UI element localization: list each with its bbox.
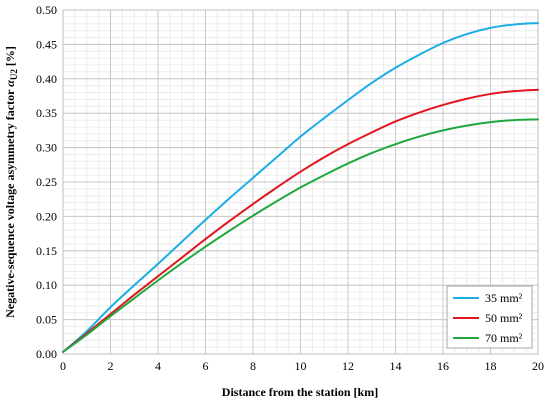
- y-tick-label: 0.25: [36, 175, 57, 189]
- y-tick-label: 0.05: [36, 313, 57, 327]
- x-tick-labels: 0 2 4 6 8 10 12 14 16 18 20: [60, 359, 544, 373]
- y-tick-label: 0.45: [36, 37, 57, 51]
- x-tick-label: 0: [60, 359, 66, 373]
- series-line-3: [62, 118, 539, 353]
- x-tick-label: 18: [485, 359, 497, 373]
- x-tick-label: 6: [203, 359, 209, 373]
- y-tick-label: 0.35: [36, 106, 57, 120]
- legend-label-3: 70 mm²: [485, 331, 523, 345]
- y-tick-label: 0.20: [36, 209, 57, 223]
- x-tick-label: 4: [155, 359, 161, 373]
- x-tick-label: 8: [250, 359, 256, 373]
- x-tick-label: 16: [437, 359, 449, 373]
- legend: 35 mm² 50 mm² 70 mm²: [446, 285, 533, 349]
- y-tick-label: 0.10: [36, 278, 57, 292]
- y-axis-title-prefix: Negative-sequence voltage asymmetry fact…: [3, 87, 17, 318]
- x-tick-label: 14: [390, 359, 402, 373]
- y-tick-label: 0.00: [36, 347, 57, 361]
- plot-frame: [62, 9, 539, 355]
- x-tick-label: 20: [532, 359, 544, 373]
- y-tick-label: 0.50: [36, 3, 57, 17]
- y-tick-labels: 0.00 0.05 0.10 0.15 0.20 0.25 0.30 0.35 0.40 0.45…: [36, 3, 57, 361]
- y-axis-title-subscript: U2: [9, 69, 19, 80]
- y-axis-title-symbol: α: [3, 80, 17, 87]
- y-tick-label: 0.30: [36, 141, 57, 155]
- y-tick-label: 0.40: [36, 72, 57, 86]
- legend-label-1: 35 mm²: [485, 291, 523, 305]
- y-axis-title-suffix: [%]: [3, 46, 17, 69]
- legend-items: 35 mm² 50 mm² 70 mm²: [453, 291, 523, 345]
- x-tick-label: 2: [108, 359, 114, 373]
- y-axis-title: Negative-sequence voltage asymmetry fact…: [3, 46, 19, 318]
- y-tick-label: 0.15: [36, 244, 57, 258]
- legend-label-2: 50 mm²: [485, 311, 523, 325]
- series-line-2: [62, 88, 539, 353]
- series-line-1: [62, 22, 539, 353]
- x-tick-label: 12: [342, 359, 354, 373]
- x-axis-title: Distance from the station [km]: [222, 385, 378, 399]
- series-layer: [62, 22, 539, 353]
- x-tick-label: 10: [295, 359, 307, 373]
